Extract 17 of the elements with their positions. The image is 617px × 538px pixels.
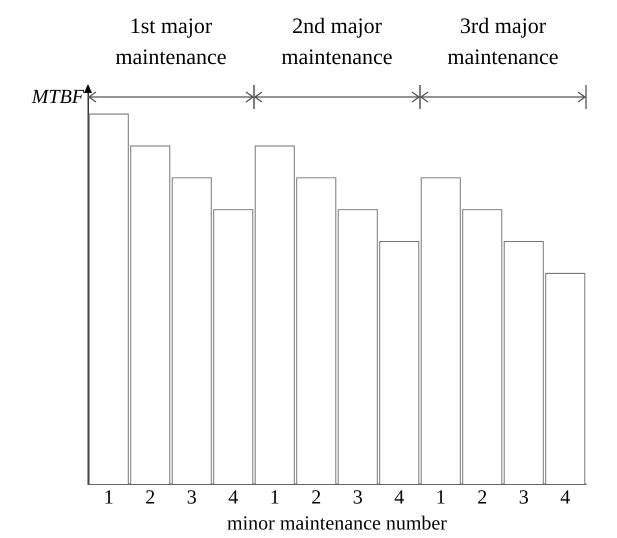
x-tick-label: 1 [436,486,446,508]
x-tick-label: 4 [394,486,404,508]
x-tick-label: 3 [186,486,197,508]
x-tick-label: 2 [145,486,156,508]
x-tick-label: 1 [270,486,280,508]
x-tick-label: 2 [311,486,322,508]
x-tick-label: 3 [518,486,529,508]
text: 1st major maintenance [114,12,228,71]
y-axis-title: MTBF [32,86,84,109]
text: 2nd major maintenance [280,12,394,71]
x-tick-label: 2 [477,486,488,508]
x-tick-label: 4 [228,486,238,508]
x-tick-label: 4 [560,486,570,508]
x-tick-label: 1 [104,486,114,508]
x-axis-title: minor maintenance number [227,512,448,534]
x-tick-label: 3 [352,486,363,508]
text: 3rd major maintenance [446,12,560,71]
